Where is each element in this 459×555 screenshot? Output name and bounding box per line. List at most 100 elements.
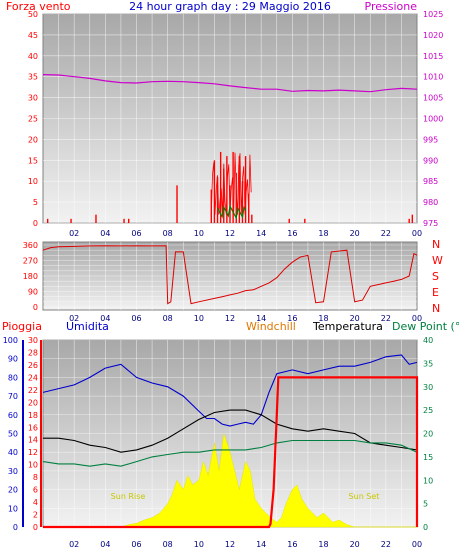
temperature-tick-label: 40 [423,336,433,345]
humidity-tick-label: 90 [8,355,18,364]
temperature-tick-label: 5 [423,500,428,509]
x-tick-label: 18 [318,540,328,549]
direction-tick-label: 360 [23,241,38,250]
wind-tick-label: 35 [28,73,38,82]
x-tick-label: 12 [225,540,235,549]
x-tick-label: 02 [69,314,79,323]
wind-tick-label: 50 [28,10,38,19]
direction-tick-label: 270 [23,257,38,266]
x-tick-label: 10 [194,229,204,238]
x-tick-label: 22 [381,314,391,323]
wind-tick-label: 25 [28,115,38,124]
x-tick-label: 08 [163,229,173,238]
x-tick-label: 14 [256,314,266,323]
temperature-tick-label: 20 [423,430,433,439]
wind-direction-series [42,245,418,305]
x-tick-label: 04 [100,229,110,238]
compass-letter: N [432,302,440,315]
rain-tick-label: 28 [28,348,38,357]
x-tick-label: 12 [225,314,235,323]
temperature-axis-ticks: 0 5 10 15 20 25 30 35 40 [423,336,433,532]
x-tick-label: 06 [131,314,141,323]
x-tick-label: 18 [318,314,328,323]
humidity-tick-label: 50 [8,430,18,439]
pressure-axis-title: Pressione [365,0,418,13]
humidity-line [42,354,418,427]
x-tick-label: 04 [100,540,110,549]
temperature-tick-label: 10 [423,476,433,485]
humidity-tick-label: 40 [8,448,18,457]
x-tick-label: 16 [287,229,297,238]
pressure-axis-ticks: 975 980 985 990 995 1000 1005 1010 1015 1020 1025 [423,10,443,228]
direction-tick-label: 0 [33,303,38,312]
pressure-tick-label: 980 [423,198,438,207]
x-tick-label: 02 [69,540,79,549]
solar-radiation-area [43,433,417,528]
rain-tick-label: 14 [28,436,38,445]
x-tick-label: 02 [69,229,79,238]
temperature-line [43,409,418,453]
rain-tick-label: 10 [28,461,38,470]
rain-tick-label: 16 [28,423,38,432]
wind-tick-label: 45 [28,31,38,40]
humidity-tick-label: 10 [8,504,18,513]
humidity-tick-label: 20 [8,486,18,495]
x-tick-label: 04 [100,314,110,323]
pressure-series-line [42,74,418,93]
humidity-tick-label: 70 [8,392,18,401]
x-tick-label: 14 [256,229,266,238]
pressure-tick-label: 1025 [423,10,443,19]
humidity-tick-label: 80 [8,373,18,382]
wind-tick-label: 5 [33,198,38,207]
rain-tick-label: 30 [28,336,38,345]
x-tick-label: 16 [287,540,297,549]
temperature-tick-label: 15 [423,453,433,462]
humidity-legend: Umidita [66,320,109,333]
temperature-legend: Temperatura [312,320,383,333]
humidity-axis-ticks: 0 10 20 30 40 50 60 70 80 90 100 [3,336,18,532]
humidity-tick-label: 60 [8,411,18,420]
humidity-tick-label: 0 [13,523,18,532]
x-tick-label: 12 [225,229,235,238]
rain-tick-label: 12 [28,448,38,457]
rain-tick-label: 22 [28,386,38,395]
compass-letter: E [432,286,439,299]
rain-tick-label: 4 [33,498,38,507]
temperature-tick-label: 35 [423,359,433,368]
sunset-label: Sun Set [349,492,380,501]
pressure-tick-label: 975 [423,219,438,228]
x-tick-label: 16 [287,314,297,323]
chart-title: 24 hour graph day : 29 Maggio 2016 [129,0,331,13]
wind-pressure-x-ticks: 02 04 06 08 10 12 14 16 18 20 22 00 [69,229,422,238]
temperature-tick-label: 25 [423,406,433,415]
wind-average-line [216,204,247,220]
x-tick-label: 06 [131,540,141,549]
x-tick-label: 06 [131,229,141,238]
compass-letter: W [432,254,443,267]
wind-pressure-series [42,74,418,223]
rain-tick-label: 8 [33,473,38,482]
pressure-tick-label: 985 [423,177,438,186]
wind-tick-label: 20 [28,135,38,144]
windchill-legend: Windchill [246,320,296,333]
x-tick-label: 20 [350,540,360,549]
pressure-tick-label: 990 [423,156,438,165]
temperature-tick-label: 30 [423,383,433,392]
temp-humidity-series [42,354,419,529]
pressure-tick-label: 1010 [423,73,443,82]
wind-direction-x-ticks: 02 04 06 08 10 12 14 16 18 20 22 00 [69,314,422,323]
rain-tick-label: 0 [33,523,38,532]
pressure-tick-label: 995 [423,135,438,144]
x-tick-label: 10 [194,314,204,323]
compass-letter: S [432,270,439,283]
rain-tick-label: 20 [28,398,38,407]
wind-axis-ticks: 0 5 10 15 20 25 30 35 40 45 50 [28,10,38,228]
sunrise-label: Sun Rise [111,492,146,501]
x-tick-label: 00 [412,229,422,238]
